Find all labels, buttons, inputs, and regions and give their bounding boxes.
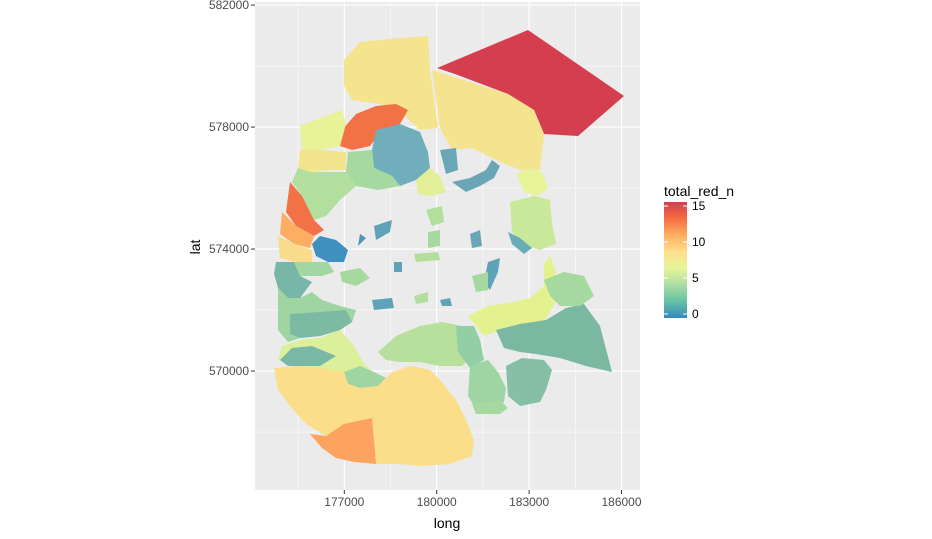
region-east-teal-small <box>508 232 532 254</box>
x-axis-title: long <box>434 515 460 531</box>
region-central-green-4 <box>340 268 370 286</box>
region-se-teal <box>506 358 552 406</box>
legend-ticks: 0 5 10 15 <box>664 199 706 321</box>
x-tick-label: 186000 <box>601 495 641 509</box>
region-west-light-orange <box>280 212 314 248</box>
y-tick-label: 578000 <box>209 120 249 134</box>
region-central-pale <box>416 168 446 196</box>
region-west-blue <box>312 236 348 262</box>
region-central-green-6 <box>414 292 428 304</box>
region-central-teal-7 <box>470 230 482 248</box>
legend-title: total_red_n <box>664 183 734 199</box>
legend-tick-label: 5 <box>692 271 699 285</box>
region-east-green-small <box>544 272 594 306</box>
region-central-green-3 <box>414 252 440 262</box>
region-west-teal2 <box>290 310 352 338</box>
region-west-orange <box>286 182 324 236</box>
district-polygons <box>274 30 624 466</box>
legend-tick-label: 15 <box>692 199 706 213</box>
region-north-central <box>432 70 544 170</box>
region-ne-large <box>437 30 624 136</box>
legend: total_red_n 0 5 10 15 <box>664 183 734 321</box>
x-tick-label: 183000 <box>509 495 549 509</box>
region-nw-green <box>292 168 356 220</box>
legend-tick-label: 10 <box>692 235 706 249</box>
region-southeast-green <box>468 360 506 412</box>
region-west-teal <box>274 262 312 298</box>
legend-colorbar <box>664 202 687 318</box>
y-tick-label: 574000 <box>209 242 249 256</box>
region-sw-green <box>344 366 386 388</box>
region-north-green <box>346 150 400 190</box>
x-tick-label: 177000 <box>324 495 364 509</box>
region-central-green-1 <box>426 206 444 226</box>
y-tick-label: 582000 <box>209 0 249 12</box>
region-east-teal-large <box>496 304 612 372</box>
region-north-blue-green <box>372 124 430 186</box>
region-central-south-green2 <box>456 326 484 368</box>
region-central-south-green <box>378 322 474 366</box>
y-tick-label: 570000 <box>209 364 249 378</box>
region-east-pale-strip <box>468 256 556 336</box>
region-sw-yellow-large <box>274 366 474 466</box>
region-sw-teal <box>280 346 336 366</box>
region-nw-orange <box>340 104 408 150</box>
region-east-pale-north <box>516 168 548 196</box>
region-sw-orange <box>310 418 376 464</box>
region-central-teal-1 <box>374 220 392 240</box>
region-east-green <box>510 196 556 250</box>
region-central-teal-4 <box>372 298 394 310</box>
axes: 177000 180000 183000 186000 570000 574000 5780… <box>209 0 642 509</box>
region-nw-pale2 <box>298 150 346 172</box>
region-west-pale <box>278 236 312 262</box>
x-tick-label: 180000 <box>417 495 457 509</box>
region-central-green-5 <box>472 272 488 292</box>
region-north-teal-strip <box>452 160 500 192</box>
region-central-teal-small <box>440 148 458 174</box>
region-central-teal-5 <box>440 298 452 306</box>
region-south-green-strip <box>472 400 508 414</box>
region-central-teal-3 <box>394 262 402 272</box>
legend-tick-label: 0 <box>692 307 699 321</box>
region-central-green-2 <box>428 230 440 248</box>
region-north-top <box>344 36 438 130</box>
region-west-green <box>288 262 334 276</box>
region-central-teal-2 <box>358 234 366 246</box>
region-nw-pale <box>300 110 346 150</box>
y-axis-title: lat <box>187 240 203 255</box>
